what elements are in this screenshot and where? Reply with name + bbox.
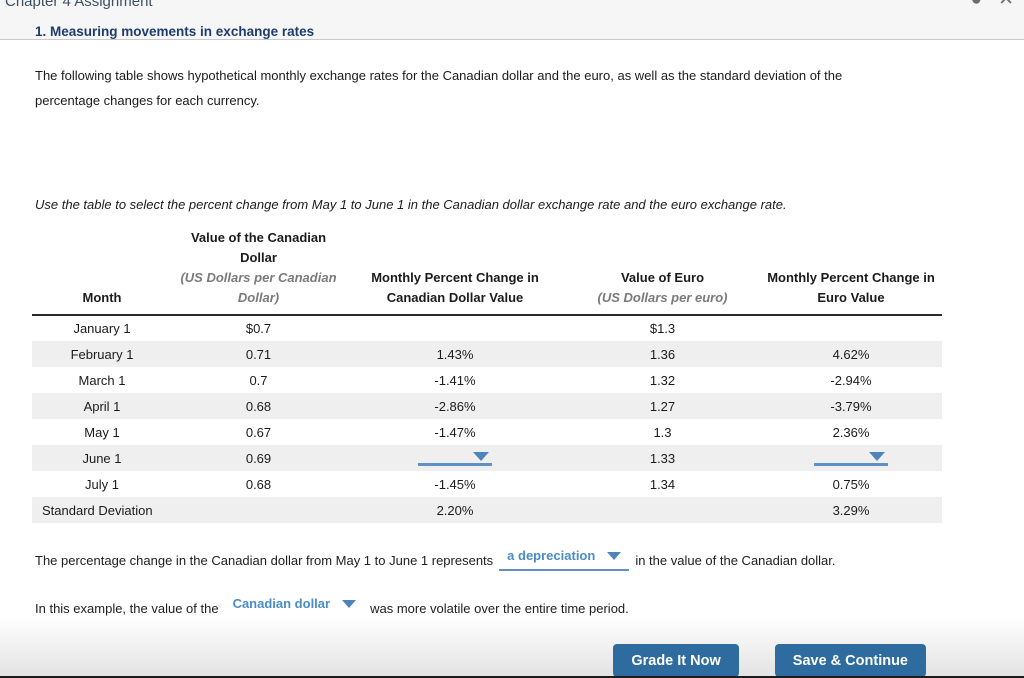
chevron-down-icon [607,552,622,560]
cad-value-cell: 0.68 [245,476,272,492]
month-cell: March 1 [78,372,126,388]
cad-value-cell: 0.7 [249,372,268,388]
column-label: Monthly Percent Change in Canadian Dolla… [371,270,539,305]
euro-change-cell: -2.94% [830,372,872,388]
dropdown-selected-value: a depreciation [507,548,596,563]
euro-change-cell [760,445,942,471]
table-row: April 1 0.68 -2.86% 1.27 -3.79% [32,393,942,419]
cad-change-cell [345,445,565,471]
column-header-euro-change: Monthly Percent Change in Euro Value [760,226,942,316]
column-sublabel: (US Dollars per Canadian Dollar) [180,270,337,305]
intro-paragraph: The following table shows hypothetical m… [35,68,843,108]
cad-change-cell: 1.43% [436,346,474,362]
table-row: May 1 0.67 -1.47% 1.3 2.36% [32,419,942,445]
table-row: July 1 0.68 -1.45% 1.34 0.75% [32,471,942,497]
cad-change-cell: 2.20% [436,502,474,518]
chevron-down-icon [473,451,489,461]
section-title: 1. Measuring movements in exchange rates [35,24,315,39]
cad-value-cell: 0.67 [245,424,272,440]
column-label: Value of the Canadian Dollar [190,230,327,265]
cad-change-cell: -1.45% [434,476,476,492]
dropdown-selected-value: Canadian dollar [232,596,331,611]
assignment-title: Chapter 4 Assignment [5,0,153,10]
euro-change-cell: -3.79% [830,398,872,414]
month-cell: February 1 [70,346,134,362]
table-row-june: June 1 0.69 1.33 [32,445,942,471]
depreciation-dropdown[interactable]: a depreciation [499,546,630,571]
footer-bar: Grade It Now Save & Continue [0,616,1024,678]
euro-change-cell: 0.75% [832,476,870,492]
question-2-suffix: was more volatile over the entire time p… [370,601,629,616]
euro-value-cell: 1.3 [653,424,672,440]
euro-value-cell: $1.3 [649,321,676,336]
table-row: January 1 $0.7 $1.3 [32,315,942,341]
column-header-cad-change: Monthly Percent Change in Canadian Dolla… [345,226,565,316]
question-1-prefix: The percentage change in the Canadian do… [35,553,494,568]
column-header-euro-value: Value of Euro (US Dollars per euro) [565,226,760,316]
chevron-down-icon [342,600,357,608]
cad-value-cell: $0.7 [245,321,272,336]
grade-it-now-button[interactable]: Grade It Now [613,644,739,677]
cad-value-cell [172,497,345,523]
month-cell: June 1 [82,450,122,466]
euro-value-cell: 1.32 [649,372,676,388]
column-label: Month [82,290,122,305]
euro-value-cell [565,497,760,523]
cad-value-cell: 0.71 [245,346,272,362]
chevron-down-icon [869,451,885,461]
column-header-cad-value: Value of the Canadian Dollar (US Dollars… [172,226,345,316]
cad-change-cell: -1.47% [434,424,476,440]
table-row: March 1 0.7 -1.41% 1.32 -2.94% [32,367,942,393]
assignment-title-bar: Chapter 4 Assignment ● ✕ [0,0,1024,40]
cad-value-cell: 0.68 [245,398,272,414]
exchange-rates-table: Month Value of the Canadian Dollar (US D… [32,226,942,523]
euro-value-cell: 1.33 [649,450,676,466]
month-cell: May 1 [84,424,120,440]
euro-change-cell: 2.36% [832,424,870,440]
table-row: February 1 0.71 1.43% 1.36 4.62% [32,341,942,367]
june-euro-change-dropdown[interactable] [814,451,888,466]
footer-buttons: Grade It Now Save & Continue [613,644,926,677]
month-cell: Standard Deviation [42,502,153,518]
column-label: Value of Euro [620,270,705,285]
question-1: The percentage change in the Canadian do… [35,546,1015,571]
save-and-continue-button[interactable]: Save & Continue [774,644,926,677]
euro-change-cell: 4.62% [832,346,870,362]
column-sublabel: (US Dollars per euro) [597,290,728,305]
euro-value-cell: 1.36 [649,346,676,362]
cad-change-cell [345,315,565,341]
euro-value-cell: 1.34 [649,476,676,492]
question-1-suffix: in the value of the Canadian dollar. [635,553,836,568]
month-cell: July 1 [85,476,119,492]
column-header-month: Month [32,226,172,316]
column-label: Monthly Percent Change in Euro Value [767,270,935,305]
question-2-prefix: In this example, the value of the [35,601,219,616]
month-cell: January 1 [73,321,131,336]
instruction-text: Use the table to select the percent chan… [35,197,787,212]
cad-value-cell: 0.69 [245,450,272,466]
window-bottom-edge [0,676,1024,678]
table-row-standard-deviation: Standard Deviation 2.20% 3.29% [32,497,942,523]
title-bar-icons: ● ✕ [971,0,1014,9]
table-header-row: Month Value of the Canadian Dollar (US D… [32,226,942,316]
euro-value-cell: 1.27 [649,398,676,414]
month-cell: April 1 [83,398,121,414]
euro-change-cell [760,315,942,341]
cad-change-cell: -1.41% [434,372,476,388]
expand-icon[interactable]: ✕ [998,0,1014,9]
cad-change-cell: -2.86% [434,398,476,414]
june-cad-change-dropdown[interactable] [418,451,492,466]
euro-change-cell: 3.29% [832,502,870,518]
help-icon[interactable]: ● [971,0,982,9]
